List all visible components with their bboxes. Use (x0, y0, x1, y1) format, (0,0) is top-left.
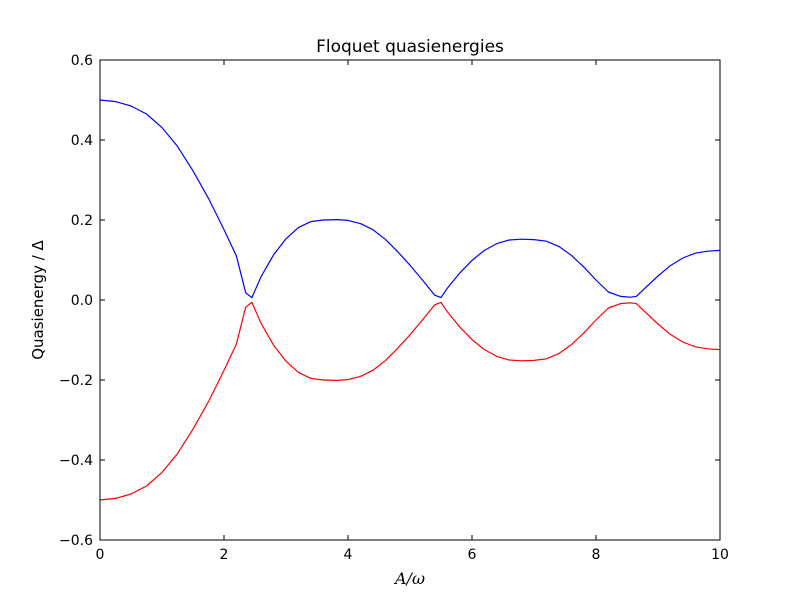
x-tick-label: 2 (220, 547, 229, 563)
y-tick-label: 0.2 (71, 213, 93, 229)
y-tick-label: −0.2 (59, 373, 93, 389)
plot-area: 0 2 4 6 8 10 −0.6 −0.4 −0.2 0.0 0.2 0.4 0.6 (59, 53, 729, 563)
x-tick-label: 6 (468, 547, 477, 563)
y-tick-label: −0.4 (59, 453, 93, 469)
y-tick-label: 0.0 (71, 293, 93, 309)
x-axis-label: A/ω (393, 569, 425, 588)
x-tick-label: 4 (344, 547, 353, 563)
series-line-2 (99, 301, 721, 501)
series-line-1 (99, 99, 721, 299)
y-tick-label: −0.6 (59, 533, 93, 549)
y-tick-label: 0.6 (71, 53, 93, 69)
y-tick-label: 0.4 (71, 133, 93, 149)
x-tick-label: 8 (592, 547, 601, 563)
x-tick-label: 0 (96, 547, 105, 563)
chart-title: Floquet quasienergies (316, 37, 504, 57)
y-axis-label: Quasienergy / Δ (29, 239, 47, 359)
x-tick-label: 10 (711, 547, 729, 563)
